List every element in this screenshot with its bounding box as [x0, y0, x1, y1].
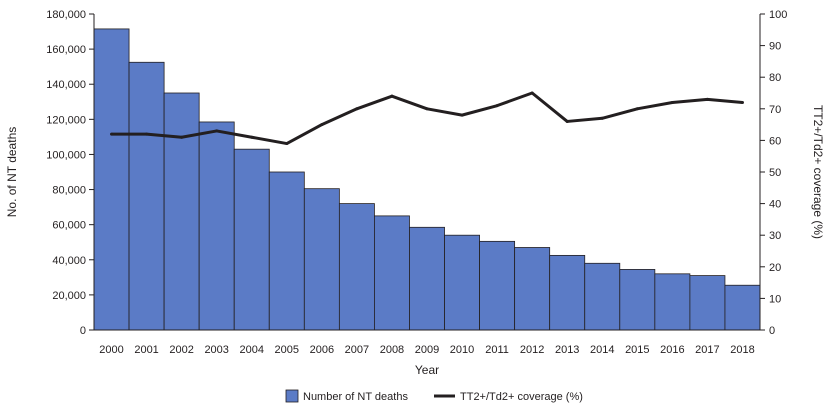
bar-2014 — [584, 262, 621, 331]
legend-swatch-nt-deaths — [285, 389, 299, 403]
coverage-point-2001 — [145, 132, 149, 136]
bar-2007 — [338, 203, 375, 331]
y2-tick-label: 50 — [769, 167, 781, 179]
bar-2013 — [549, 254, 586, 331]
x-axis-ticks: 2000 2001 2002 2003 2004 2005 2006 2007 2008 2009… — [99, 344, 754, 356]
coverage-point-2011 — [495, 104, 499, 108]
x-axis-title: Year — [415, 363, 439, 377]
bar-2017 — [689, 275, 726, 331]
coverage-point-2014 — [600, 116, 604, 120]
y-tick-label: 20,000 — [52, 290, 86, 302]
coverage-point-2015 — [635, 107, 639, 111]
coverage-point-2016 — [670, 100, 674, 104]
bar-2000 — [93, 28, 130, 331]
coverage-point-2013 — [565, 119, 569, 123]
y-tick-label: 40,000 — [52, 255, 86, 267]
x-tick-label: 2014 — [590, 344, 614, 356]
bar-2015 — [619, 269, 656, 331]
coverage-point-2002 — [180, 135, 184, 139]
x-tick-label: 2007 — [345, 344, 369, 356]
y-tick-label: 100,000 — [46, 149, 86, 161]
y2-tick-label: 0 — [769, 325, 775, 337]
bar-2008 — [374, 215, 410, 331]
y-tick-label: 140,000 — [46, 79, 86, 91]
x-tick-label: 2011 — [485, 344, 509, 356]
x-tick-label: 2002 — [169, 344, 193, 356]
coverage-point-2009 — [425, 107, 429, 111]
bar-2006 — [303, 188, 340, 331]
coverage-point-2006 — [320, 123, 324, 127]
coverage-point-2003 — [215, 129, 219, 133]
x-tick-label: 2015 — [625, 344, 649, 356]
coverage-point-2004 — [250, 135, 254, 139]
bar-2005 — [268, 171, 305, 331]
bar-2010 — [444, 234, 480, 331]
x-tick-label: 2000 — [99, 344, 123, 356]
y2-tick-label: 90 — [769, 41, 781, 53]
y-tick-label: 120,000 — [46, 114, 86, 126]
x-tick-label: 2013 — [555, 344, 579, 356]
x-tick-label: 2009 — [415, 344, 439, 356]
right-axis-ticks: 0 10 20 30 40 50 60 70 80 90 100 — [760, 9, 787, 337]
coverage-point-2005 — [285, 142, 289, 146]
x-tick-label: 2018 — [730, 344, 754, 356]
x-tick-label: 2008 — [380, 344, 404, 356]
x-tick-label: 2017 — [695, 344, 719, 356]
y-tick-label: 80,000 — [52, 185, 86, 197]
y-tick-label: 60,000 — [52, 220, 86, 232]
coverage-point-2000 — [110, 132, 114, 136]
bar-2018 — [724, 284, 761, 331]
x-tick-label: 2004 — [239, 344, 263, 356]
y2-tick-label: 20 — [769, 262, 781, 274]
y2-tick-label: 30 — [769, 230, 781, 242]
coverage-point-2018 — [740, 100, 744, 104]
bar-2009 — [409, 226, 445, 331]
coverage-point-2008 — [390, 94, 394, 98]
y-tick-label: 180,000 — [46, 9, 86, 21]
bar-2012 — [514, 247, 551, 331]
x-tick-label: 2003 — [204, 344, 228, 356]
x-tick-label: 2006 — [310, 344, 334, 356]
bar-2016 — [654, 273, 691, 331]
y-axis-title: No. of NT deaths — [5, 127, 19, 218]
x-tick-label: 2016 — [660, 344, 684, 356]
legend-label-coverage: TT2+/Td2+ coverage (%) — [460, 391, 583, 403]
coverage-point-2010 — [460, 113, 464, 117]
bar-2001 — [128, 61, 165, 331]
y-tick-label: 0 — [80, 325, 86, 337]
legend: Number of NT deaths TT2+/Td2+ coverage (… — [285, 389, 583, 403]
bar-2004 — [233, 148, 270, 331]
x-tick-label: 2012 — [520, 344, 544, 356]
y2-tick-label: 10 — [769, 293, 781, 305]
coverage-point-2012 — [530, 91, 534, 95]
x-tick-label: 2001 — [134, 344, 158, 356]
y2-tick-label: 100 — [769, 9, 787, 21]
bar-2002 — [163, 92, 200, 331]
x-tick-label: 2005 — [275, 344, 299, 356]
bar-2003 — [198, 121, 235, 331]
y2-tick-label: 60 — [769, 135, 781, 147]
coverage-points — [110, 91, 744, 146]
y2-tick-label: 70 — [769, 104, 781, 116]
legend-label-nt-deaths: Number of NT deaths — [303, 391, 408, 403]
bar-2011 — [479, 240, 516, 331]
bar-series-nt-deaths — [93, 28, 761, 331]
y2-axis-title: TT2+/Td2+ coverage (%) — [811, 105, 825, 239]
left-axis-ticks: 0 20,000 40,000 60,000 80,000 100,000 120,000 1… — [46, 9, 94, 337]
x-tick-label: 2010 — [450, 344, 474, 356]
y-tick-label: 160,000 — [46, 44, 86, 56]
coverage-point-2007 — [355, 107, 359, 111]
y2-tick-label: 40 — [769, 199, 781, 211]
y2-tick-label: 80 — [769, 72, 781, 84]
coverage-point-2017 — [705, 97, 709, 101]
